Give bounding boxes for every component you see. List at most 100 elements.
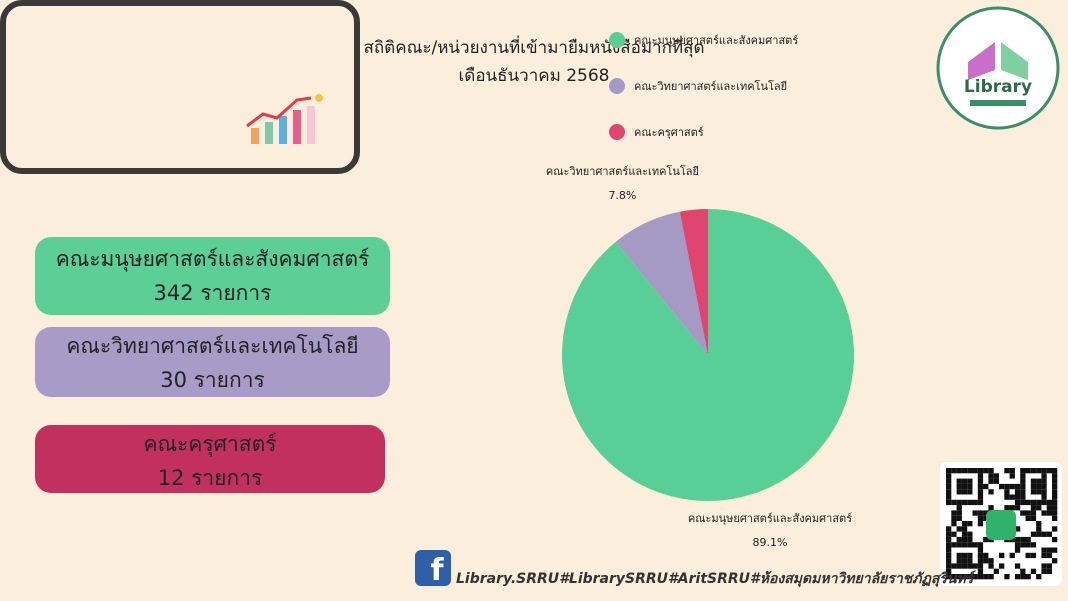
qr-cell xyxy=(1004,483,1010,490)
qr-cell xyxy=(946,489,952,495)
qr-cell xyxy=(967,468,973,474)
qr-cell xyxy=(1052,558,1058,564)
qr-cell xyxy=(951,510,957,516)
qr-cell xyxy=(946,536,952,543)
qr-cell xyxy=(961,468,968,474)
qr-cell xyxy=(1041,499,1047,506)
qr-cell xyxy=(951,542,957,548)
legend-marker xyxy=(609,32,625,48)
qr-cell xyxy=(967,574,973,580)
qr-cell xyxy=(946,552,952,559)
qr-cell xyxy=(1052,499,1058,506)
qr-cell xyxy=(956,510,962,516)
qr-cell xyxy=(988,473,994,479)
qr-cell xyxy=(1046,505,1052,511)
qr-cell xyxy=(1030,510,1037,516)
qr-cell xyxy=(1052,505,1058,511)
qr-cell xyxy=(946,478,952,484)
qr-cell xyxy=(967,563,973,569)
qr-cell xyxy=(956,489,962,495)
qr-cell xyxy=(1025,499,1031,506)
card-count: 342 รายการ xyxy=(153,281,272,305)
qr-cell xyxy=(1041,483,1047,490)
qr-cell xyxy=(1052,473,1058,479)
qr-cell xyxy=(1036,499,1042,506)
qr-cell xyxy=(1014,536,1021,543)
qr-cell xyxy=(1009,483,1015,490)
qr-cell xyxy=(977,489,984,495)
qr-cell xyxy=(1014,499,1021,506)
card-count: 12 รายการ xyxy=(157,466,263,490)
qr-cell xyxy=(956,552,962,559)
qr-cell xyxy=(1020,478,1026,484)
qr-cell xyxy=(1020,574,1026,580)
qr-cell xyxy=(961,478,968,484)
qr-cell xyxy=(1052,510,1058,516)
qr-cell xyxy=(1025,510,1031,516)
qr-cell xyxy=(1036,531,1042,537)
qr-cell xyxy=(1036,505,1042,511)
qr-cell xyxy=(1020,483,1026,490)
qr-cell xyxy=(967,489,973,495)
qr-cell xyxy=(956,526,962,532)
qr-cell xyxy=(972,510,978,516)
card-count: 30 รายการ xyxy=(160,368,265,392)
qr-cell xyxy=(1041,489,1047,495)
qr-cell xyxy=(977,468,984,474)
qr-cell xyxy=(946,526,952,532)
qr-cell xyxy=(1025,552,1031,559)
qr-cell xyxy=(1041,510,1047,516)
qr-cell xyxy=(1052,494,1058,500)
qr-cell xyxy=(972,468,978,474)
qr-cell xyxy=(956,483,962,490)
qr-cell xyxy=(1036,574,1042,580)
qr-cell xyxy=(1009,494,1015,500)
qr-cell xyxy=(1046,499,1052,506)
qr-cell xyxy=(983,558,989,564)
qr-cell xyxy=(951,563,957,569)
legend-label: คณะครุศาสตร์ xyxy=(634,126,704,139)
qr-cell xyxy=(1036,521,1042,527)
growth-icon xyxy=(246,94,323,144)
qr-cell xyxy=(1004,468,1010,474)
qr-cell xyxy=(956,468,962,474)
card-label: คณะวิทยาศาสตร์และเทคโนโลยี xyxy=(66,334,359,358)
qr-cell xyxy=(1014,563,1021,569)
qr-cell xyxy=(961,563,968,569)
qr-cell xyxy=(946,531,952,537)
legend-label: คณะวิทยาศาสตร์และเทคโนโลยี xyxy=(634,79,787,93)
qr-cell xyxy=(988,558,994,564)
qr-cell xyxy=(1036,526,1042,532)
qr-cell xyxy=(967,531,973,537)
qr-cell xyxy=(1046,568,1052,574)
qr-cell xyxy=(946,483,952,490)
qr-badge xyxy=(986,510,1016,540)
qr-cell xyxy=(1041,468,1047,474)
qr-cell xyxy=(1046,563,1052,569)
qr-cell xyxy=(983,536,989,543)
qr-cell xyxy=(951,499,957,506)
qr-cell xyxy=(1030,531,1037,537)
qr-cell xyxy=(1036,483,1042,490)
qr-cell xyxy=(967,542,973,548)
qr-cell xyxy=(988,574,994,580)
qr-cell xyxy=(1041,563,1047,569)
qr-cell xyxy=(1020,473,1026,479)
qr-cell xyxy=(1004,505,1010,511)
qr-cell xyxy=(961,531,968,537)
qr-cell xyxy=(1009,505,1015,511)
qr-cell xyxy=(1020,542,1026,548)
qr-cell xyxy=(1052,478,1058,484)
qr-cell xyxy=(1009,473,1015,479)
qr-cell xyxy=(1041,478,1047,484)
slice-value: 89.1% xyxy=(753,536,788,549)
qr-cell xyxy=(956,499,962,506)
qr-cell xyxy=(1041,568,1047,574)
qr-cell xyxy=(946,558,952,564)
qr-cell xyxy=(1030,515,1037,521)
qr-cell xyxy=(946,494,952,500)
qr-cell xyxy=(999,563,1005,569)
qr-cell xyxy=(1014,547,1021,553)
qr-cell xyxy=(1009,552,1015,559)
